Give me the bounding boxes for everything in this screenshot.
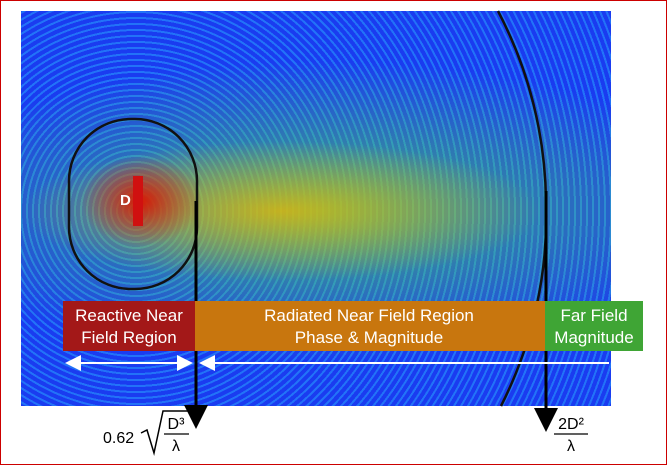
region-label: Magnitude [554,328,633,347]
formula-coefficient: 0.62 [103,430,134,447]
region-bar [545,301,643,351]
formula-numerator: 2D² [558,416,584,433]
formula-numerator: D³ [168,416,186,433]
region-label: Radiated Near Field Region [264,306,474,325]
antenna-label: D [120,192,131,209]
formula-denominator: λ [567,438,575,455]
antenna [133,176,143,226]
region-label: Reactive Near [75,306,183,325]
region-label: Phase & Magnitude [295,328,443,347]
region-label: Field Region [81,328,176,347]
sqrt-sign [140,410,193,456]
region-bar [195,301,545,351]
region-bar [63,301,195,351]
formula-denominator: λ [172,438,180,455]
region-label: Far Field [560,306,627,325]
